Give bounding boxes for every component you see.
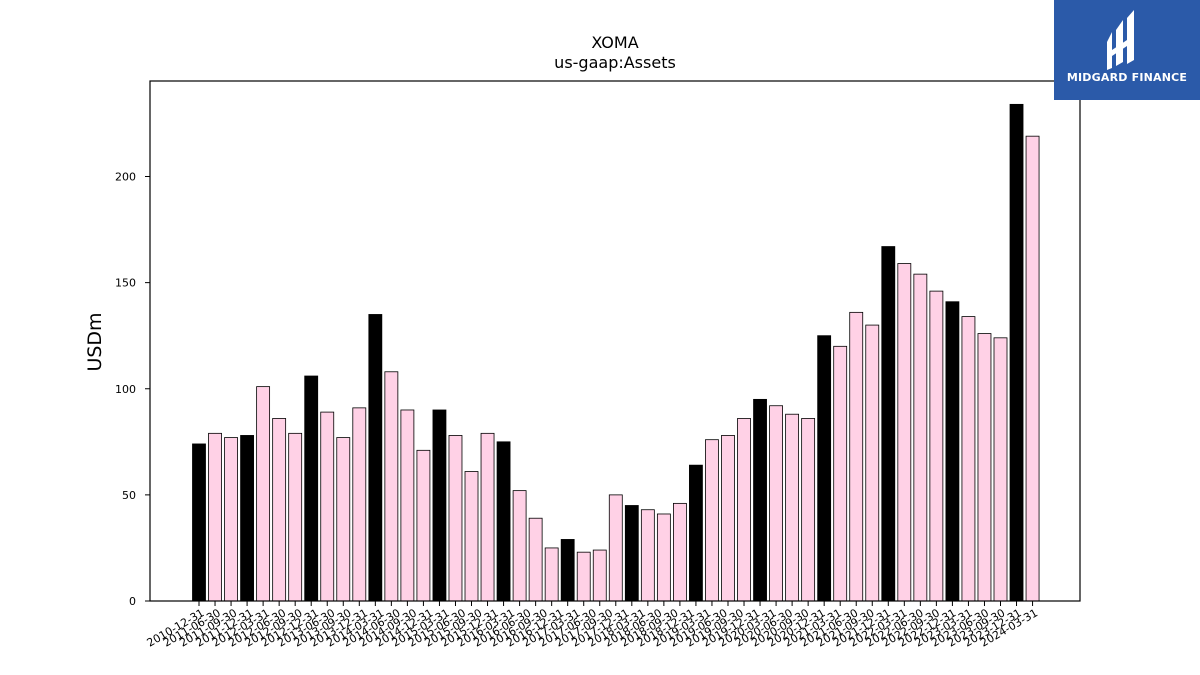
bar-2013-06-30 xyxy=(352,407,367,602)
bar-2022-03-31 xyxy=(913,273,928,602)
y-tick-label: 0 xyxy=(129,595,136,608)
chart-subtitle: us-gaap:Assets xyxy=(554,53,676,72)
bar-2014-06-30 xyxy=(416,449,431,602)
bar-2021-03-31 xyxy=(849,311,864,602)
bar-2020-06-30 xyxy=(801,418,816,602)
bar-2021-09-30 xyxy=(881,246,896,602)
bar-2018-03-31 xyxy=(656,513,671,602)
bar-2022-09-30 xyxy=(945,301,960,602)
y-tick-label: 50 xyxy=(122,489,136,502)
bar-2013-03-31 xyxy=(336,437,351,602)
bar-2017-09-30 xyxy=(624,505,639,602)
bar-2017-03-31 xyxy=(592,549,607,602)
bar-2021-12-31 xyxy=(897,263,912,602)
logo-text: MIDGARD FINANCE xyxy=(1066,71,1188,84)
bar-2011-09-30 xyxy=(240,435,254,602)
y-axis-label: USDm xyxy=(84,312,106,371)
bar-2015-06-30 xyxy=(480,432,495,602)
plot-frame xyxy=(149,80,1081,602)
chart-title: XOMA xyxy=(591,33,639,52)
bar-2014-03-31 xyxy=(400,409,415,602)
bar-2023-03-31 xyxy=(977,333,992,602)
bar-2020-09-30 xyxy=(817,335,832,602)
bar-2015-12-31 xyxy=(512,490,527,602)
bar-2020-03-31 xyxy=(785,413,800,602)
bar-2023-06-30 xyxy=(993,337,1008,602)
bar-2019-12-31 xyxy=(769,405,783,602)
bar-2016-03-31 xyxy=(528,517,543,602)
y-tick-label: 100 xyxy=(115,383,136,396)
bar-2019-09-30 xyxy=(753,398,767,602)
bar-2013-09-30 xyxy=(368,314,383,602)
bar-2018-12-31 xyxy=(705,439,719,602)
bar-2016-06-30 xyxy=(544,547,559,602)
bar-2015-03-31 xyxy=(464,471,479,602)
bar-2014-09-30 xyxy=(432,409,447,602)
bar-2019-06-30 xyxy=(737,418,751,602)
bar-2011-06-30 xyxy=(224,437,238,602)
bar-2012-09-30 xyxy=(304,375,319,602)
bar-2016-12-31 xyxy=(576,551,591,602)
bar-2019-03-31 xyxy=(721,435,735,602)
y-tick-label: 200 xyxy=(115,171,136,184)
bar-2022-06-30 xyxy=(929,290,944,602)
bar-2011-12-31 xyxy=(256,386,271,602)
bar-2023-12-31 xyxy=(1025,135,1040,602)
bar-2012-12-31 xyxy=(320,411,335,602)
bar-2015-09-30 xyxy=(496,441,511,602)
bar-2016-09-30 xyxy=(560,539,575,602)
bar-2023-09-30 xyxy=(1009,103,1024,602)
bar-2012-03-31 xyxy=(272,418,287,602)
bars-layer xyxy=(192,103,1040,602)
midgard-finance-logo: MIDGARD FINANCE xyxy=(1054,0,1200,100)
bar-2011-03-31 xyxy=(208,432,222,602)
axes-layer: 0501001502002010-12-312011-06-302011-09-… xyxy=(115,80,1081,650)
bar-2021-06-30 xyxy=(865,324,880,602)
bar-2014-12-31 xyxy=(448,435,463,602)
bar-2022-12-31 xyxy=(961,316,976,602)
midgard-logo-icon xyxy=(1107,10,1134,70)
bar-2010-12-31 xyxy=(192,443,206,602)
bar-2017-12-31 xyxy=(640,509,655,602)
bar-2020-12-31 xyxy=(833,345,848,602)
bar-2018-09-30 xyxy=(689,464,703,602)
bar-2012-06-30 xyxy=(288,432,303,602)
y-tick-label: 150 xyxy=(115,277,136,290)
bar-2013-12-31 xyxy=(384,371,399,602)
bar-2018-06-30 xyxy=(673,502,687,602)
bar-2017-06-30 xyxy=(608,494,623,602)
